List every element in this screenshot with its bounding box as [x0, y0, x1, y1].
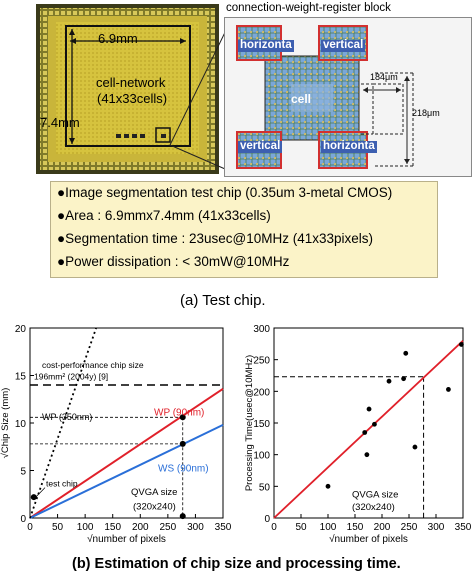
- wp-350nm-label: WP (350nm): [42, 412, 92, 422]
- x-tick-label: 50: [295, 522, 307, 533]
- x-tick-label: 50: [52, 522, 64, 533]
- qvga-label: QVGA size: [131, 487, 177, 498]
- spec-item: ●Segmentation time : 23usec@10MHz (41x33…: [57, 231, 374, 246]
- data-point: [362, 430, 368, 435]
- spec-item: ●Area : 6.9mmx7.4mm (41x33cells): [57, 208, 271, 223]
- qvga-label: QVGA size: [352, 490, 398, 501]
- x-axis-label: √number of pixels: [87, 533, 166, 545]
- cell-network-count-label: (41x33cells): [97, 91, 168, 106]
- y-tick-label: 150: [253, 419, 270, 430]
- y-tick-label: 200: [253, 387, 270, 398]
- x-tick-label: 100: [77, 522, 94, 533]
- ws-90nm-line: [29, 423, 224, 519]
- dimension-218um: 218μm: [412, 108, 440, 118]
- qvga-sublabel: (320x240): [133, 501, 176, 512]
- x-tick-label: 300: [187, 522, 204, 533]
- x-axis-label: √number of pixels: [329, 533, 408, 545]
- test-chip-label: test chip: [46, 479, 78, 489]
- x-tick-label: 350: [215, 522, 232, 533]
- caption-a: (a) Test chip.: [180, 292, 266, 309]
- data-point: [366, 406, 372, 412]
- wp-350nm-line: [29, 327, 98, 519]
- x-tick-label: 100: [320, 522, 337, 533]
- connector-lines: [169, 17, 233, 173]
- cost-performance-sublabel: 196mm² (2004y) [9]: [34, 371, 108, 381]
- data-point: [401, 376, 406, 382]
- y-axis-label: √Chip Size (mm): [0, 388, 11, 459]
- x-tick-label: 0: [271, 522, 277, 533]
- x-tick-label: 350: [455, 522, 472, 533]
- block-horizontal-bottom: horizonta: [321, 140, 377, 153]
- bullet-icon: ●: [57, 254, 66, 269]
- x-tick-label: 0: [27, 522, 33, 533]
- inset-title: connection-weight-register block: [226, 2, 391, 14]
- y-tick-label: 10: [15, 419, 27, 430]
- chip-photo: [36, 4, 219, 174]
- y-axis-label: Processing Time(usec@10MHz): [244, 355, 255, 491]
- y-tick-label: 5: [20, 467, 26, 478]
- y-tick-label: 100: [253, 451, 270, 462]
- y-tick-label: 0: [264, 514, 270, 525]
- fit-line: [273, 340, 464, 519]
- processing-time-chart: 0 50 100 150 200 250 300 350 0 50 100 150 200 250 300 √…: [244, 324, 472, 545]
- x-tick-label: 250: [401, 522, 418, 533]
- block-vertical-bottom: vertical: [238, 140, 283, 153]
- block-horizontal-top: horizonta: [238, 39, 294, 52]
- x-tick-label: 200: [374, 522, 391, 533]
- data-point: [325, 483, 331, 489]
- ws-90nm-label: WS (90nm): [158, 463, 209, 474]
- x-tick-label: 150: [347, 522, 364, 533]
- plot-frame: [29, 327, 224, 519]
- data-point: [30, 494, 37, 501]
- bullet-icon: ●: [57, 185, 66, 200]
- cell-network-label: cell-network: [96, 75, 166, 90]
- cell-block-label: cell: [291, 92, 312, 106]
- data-point: [403, 350, 409, 356]
- data-point: [179, 440, 186, 447]
- cost-performance-label: cost-performance chip size: [42, 360, 144, 370]
- data-point: [446, 387, 451, 392]
- y-tick-label: 20: [15, 324, 27, 335]
- x-tick-label: 300: [428, 522, 445, 533]
- y-tick-label: 50: [259, 482, 271, 493]
- block-vertical-top: vertical: [321, 39, 366, 52]
- data-point: [179, 414, 186, 421]
- data-point: [179, 513, 186, 520]
- test-chip-pointer: [35, 487, 46, 498]
- x-tick-label: 250: [160, 522, 177, 533]
- caption-b: (b) Estimation of chip size and processi…: [72, 556, 401, 572]
- data-point: [458, 342, 464, 347]
- bullet-icon: ●: [57, 231, 66, 246]
- data-point: [364, 452, 370, 458]
- y-tick-label: 15: [15, 372, 27, 383]
- bullet-icon: ●: [57, 208, 66, 223]
- spec-box: ●Image segmentation test chip (0.35um 3-…: [50, 181, 438, 278]
- dimension-184um: 184μm: [370, 72, 398, 82]
- chip-size-chart: 0 50 100 150 200 250 300 350 0 5 10 15 20 √number of …: [0, 324, 232, 545]
- x-tick-label: 200: [132, 522, 149, 533]
- data-point: [372, 421, 377, 427]
- wp-90nm-label: WP (90nm): [154, 407, 204, 418]
- x-tick-label: 150: [104, 522, 121, 533]
- chip-width-label: 6.9mm: [98, 31, 138, 46]
- data-point: [412, 444, 418, 450]
- qvga-sublabel: (320x240): [352, 502, 395, 513]
- spec-item: ●Power dissipation : < 30mW@10MHz: [57, 254, 290, 269]
- y-tick-label: 250: [253, 356, 270, 367]
- wp-90nm-line: [29, 387, 224, 519]
- y-tick-label: 0: [20, 514, 26, 525]
- spec-item: ●Image segmentation test chip (0.35um 3-…: [57, 185, 393, 200]
- chip-height-label: 7.4mm: [40, 115, 80, 130]
- y-tick-label: 300: [253, 324, 270, 335]
- data-point: [386, 378, 392, 384]
